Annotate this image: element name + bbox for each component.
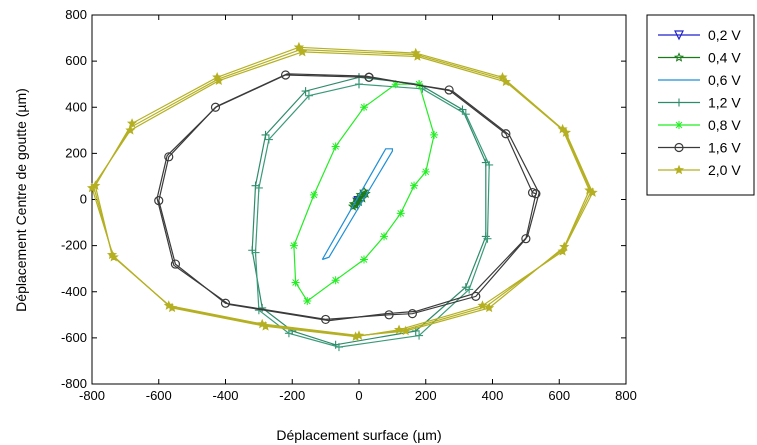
data-point — [397, 209, 405, 217]
data-point — [332, 142, 340, 150]
data-point — [430, 131, 438, 139]
legend-label: 0,8 V — [708, 117, 741, 133]
legend-label: 0,2 V — [708, 27, 741, 43]
legend-label: 2,0 V — [708, 162, 741, 178]
x-tick-label: 400 — [482, 388, 504, 403]
data-point — [310, 191, 318, 199]
data-point — [360, 103, 368, 111]
x-tick-label: 0 — [355, 388, 362, 403]
y-axis-label: Déplacement Centre de goutte (µm) — [13, 88, 29, 312]
data-point — [290, 242, 298, 250]
y-tick-label: 0 — [80, 192, 87, 207]
x-tick-label: 800 — [615, 388, 637, 403]
data-point — [332, 276, 340, 284]
x-axis-label: Déplacement surface (µm) — [276, 427, 441, 443]
data-point — [422, 168, 430, 176]
y-tick-label: 400 — [65, 99, 87, 114]
y-tick-label: 800 — [65, 7, 87, 22]
y-tick-label: -600 — [61, 330, 87, 345]
y-tick-label: -200 — [61, 238, 87, 253]
y-tick-label: -400 — [61, 284, 87, 299]
x-tick-label: 200 — [415, 388, 437, 403]
data-point — [380, 232, 388, 240]
legend-marker — [675, 121, 683, 129]
legend-label: 1,2 V — [708, 95, 741, 111]
y-tick-label: 600 — [65, 53, 87, 68]
y-tick-label: -800 — [61, 376, 87, 391]
legend: 0,2 V 0,4 V 0,6 V 1,2 V 0,8 V 1,6 V 2,0 V — [647, 15, 754, 195]
x-tick-label: -400 — [212, 388, 238, 403]
x-tick-label: 600 — [548, 388, 570, 403]
x-tick-label: -200 — [279, 388, 305, 403]
legend-label: 1,6 V — [708, 140, 741, 156]
legend-label: 0,6 V — [708, 72, 741, 88]
y-tick-label: 200 — [65, 145, 87, 160]
data-point — [303, 297, 311, 305]
data-point — [410, 182, 418, 190]
legend-label: 0,4 V — [708, 50, 741, 66]
data-point — [415, 80, 423, 88]
data-point — [292, 279, 300, 287]
x-tick-label: -600 — [146, 388, 172, 403]
data-point — [360, 255, 368, 263]
